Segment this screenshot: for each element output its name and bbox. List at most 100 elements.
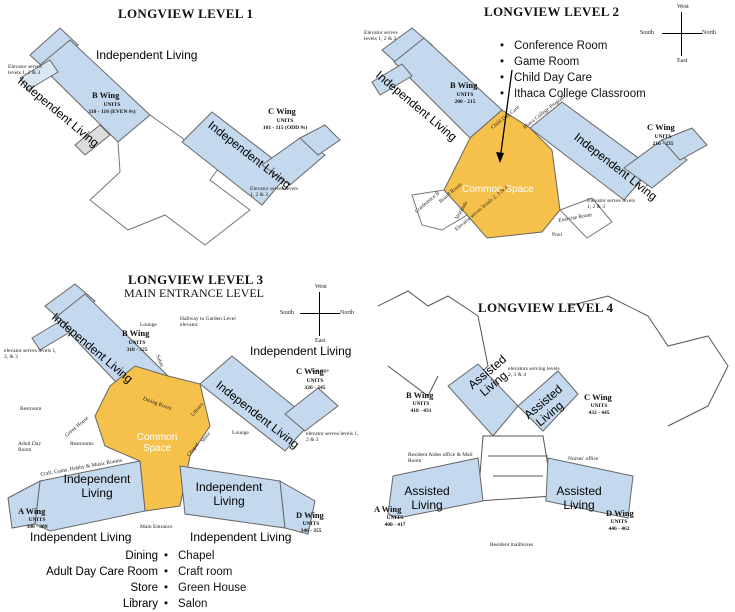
level-3-b-lounge: Lounge — [140, 322, 157, 328]
level-3-d-wing-shape — [179, 465, 316, 535]
level-4-outer-outline — [377, 290, 729, 427]
level-2-elevator-c-label: Elevator serves levels 1, 2 & 3 — [587, 198, 635, 210]
level-3-a-wing-independent-living-label: Independent Living — [63, 472, 131, 500]
level-4-a-wing-assisted-living-label: Assisted Living — [404, 484, 450, 512]
level-2-b-wing-name: B Wing — [450, 80, 478, 90]
level-4-elevators-label: elevators serving levels 2, 3 & 4 — [508, 366, 560, 378]
level-4-center-block — [477, 435, 554, 502]
level-4-a-wing-shape — [387, 457, 484, 519]
level-3-left-list: Dining Adult Day Care Room Store Library — [40, 548, 158, 612]
level-1-elevator-c-label: Elevator serves levels 1, 2 & 3 — [250, 186, 298, 198]
level-2-elevator-b-label: Elevator serves levels 1, 2 & 3 — [364, 30, 398, 42]
level-2-amenity: Game Room — [498, 54, 646, 70]
level-2-compass-south: South — [640, 30, 655, 36]
level-2-common-space-label: Common Space — [462, 184, 534, 195]
level-1-elevator-b-label: Elevator serves levels 1, 2 & 3 — [8, 64, 42, 76]
level-3-left-item: Dining — [125, 550, 158, 562]
level-2-arrowhead — [496, 152, 504, 163]
level-1-b-wing-shape — [19, 27, 151, 156]
level-3-adult-day-label: Adult Day Room — [18, 441, 42, 453]
level-1-b-wing-name: B Wing — [92, 90, 120, 100]
level-2-floorplan — [371, 27, 708, 239]
level-3-right-list: Chapel Craft room Green House Salon — [162, 548, 246, 612]
level-2-b-wing-units: UNITS 200 - 215 — [454, 92, 476, 105]
level-4-title: LONGVIEW LEVEL 4 — [478, 300, 614, 315]
level-2-compass-north: North — [702, 30, 716, 36]
level-1-floorplan — [19, 27, 341, 246]
level-2-c-wing-shape — [529, 101, 708, 201]
level-4-c-wing-units: UNITS 432 - 445 — [588, 403, 610, 416]
level-3-compass-north: North — [340, 310, 354, 316]
level-3-a-wing-independent-living-below: Independent Living — [30, 530, 132, 544]
level-3-left-item: Store — [130, 582, 159, 594]
level-2-amenity: Ithaca College Classroom — [498, 86, 646, 102]
level-3-map: LONGVIEW LEVEL 3 MAIN ENTRANCE LEVEL Wes… — [0, 266, 367, 612]
level-3-left-item: Adult Day Care Room — [46, 566, 158, 578]
level-3-right-item: Green House — [162, 580, 246, 596]
level-3-b-wing-units: UNITS 310 - 325 — [126, 340, 148, 353]
level-3-d-wing-independent-living-below: Independent Living — [190, 530, 292, 544]
level-3-c-wing-name: C Wing — [296, 366, 324, 376]
level-4-floorplan — [377, 290, 729, 519]
level-3-mid-lounge: Lounge — [232, 430, 249, 436]
level-2-c-wing-name: C Wing — [647, 122, 675, 132]
level-2-lower-outline — [411, 189, 613, 239]
level-2-map: LONGVIEW LEVEL 2 West East South North C… — [362, 0, 735, 265]
level-2-compass: West East South North — [640, 4, 716, 64]
level-4-b-wing-name: B Wing — [406, 390, 434, 400]
level-3-elevator-b-label: elevator serves levels 1, 2, & 3 — [4, 348, 57, 360]
level-3-compass: West East South North — [280, 284, 354, 344]
level-3-compass-east: East — [315, 338, 326, 344]
level-3-a-wing-units: UNITS 300 - 309 — [26, 517, 48, 530]
level-1-title: LONGVIEW LEVEL 1 — [118, 6, 254, 21]
level-4-a-wing-units: UNITS 400 - 417 — [384, 515, 406, 528]
level-3-a-wing-shape — [7, 460, 146, 532]
level-4-d-wing-units: UNITS 446 - 462 — [608, 519, 630, 532]
level-3-b-wing-name: B Wing — [122, 328, 150, 338]
level-3-floorplan — [7, 283, 339, 535]
level-1-map: LONGVIEW LEVEL 1 Independent Living Inde… — [0, 0, 360, 265]
level-4-mailboxes-label: Resident mailboxes — [490, 542, 534, 548]
level-4-b-wing-units: UNITS 418 - 431 — [410, 401, 432, 414]
level-4-map: LONGVIEW LEVEL 4 Assisted Living Assiste… — [368, 286, 735, 586]
level-3-c-wing-independent-living-top-label: Independent Living — [250, 344, 352, 358]
level-2-amenity: Child Day Care — [498, 70, 646, 86]
level-3-elevator-c-label: elevator serves levels 1, 2 & 3 — [306, 431, 359, 443]
level-4-nurses-office-label: Nurses' office — [568, 456, 599, 462]
level-4-resident-aides-label: Resident Aides office & Mail Room — [408, 452, 473, 464]
level-4-a-wing-name: A Wing — [374, 504, 402, 514]
level-4-d-wing-assisted-living-label: Assisted Living — [556, 484, 602, 512]
level-3-compass-south: South — [280, 310, 295, 316]
level-3-c-lounge: Lounge — [312, 368, 329, 374]
level-4-d-wing-shape — [545, 457, 634, 519]
level-1-independent-living-label: Independent Living — [96, 48, 198, 62]
level-3-restrooms-label: Restrooms — [70, 441, 94, 447]
level-3-a-wing-name: A Wing — [18, 506, 46, 516]
level-3-c-wing-shape — [199, 355, 339, 452]
level-3-common-space-label: Common Space — [136, 432, 178, 454]
level-3-title: LONGVIEW LEVEL 3 — [128, 272, 264, 287]
level-3-compass-west: West — [315, 284, 327, 290]
level-3-subtitle: MAIN ENTRANCE LEVEL — [124, 286, 264, 300]
level-3-hallway-label: Hallway to Garden Level elevator — [180, 316, 236, 328]
level-1-c-wing-name: C Wing — [268, 106, 296, 116]
level-2-title: LONGVIEW LEVEL 2 — [484, 4, 620, 19]
level-2-compass-west: West — [677, 4, 689, 10]
level-2-amenities-list: Conference Room Game Room Child Day Care… — [498, 38, 646, 102]
level-2-amenity: Conference Room — [498, 38, 646, 54]
level-4-d-wing-name: D Wing — [606, 508, 634, 518]
level-3-c-wing-units: UNITS 326 - 345 — [304, 378, 326, 391]
level-1-c-wing-units: UNITS 101 - 115 (ODD #s) — [262, 118, 308, 131]
level-3-left-item: Library — [122, 598, 158, 610]
level-1-b-wing-units: UNITS 110 - 116 (EVEN #s) — [88, 102, 136, 115]
level-3-d-wing-name: D Wing — [296, 510, 324, 520]
level-3-restroom-label: Restroom — [20, 406, 42, 412]
level-3-main-entrance-label: Main Entrance — [140, 524, 173, 530]
level-3-right-item: Chapel — [162, 548, 246, 564]
level-3-d-wing-independent-living-label: Independent Living — [195, 480, 263, 508]
level-3-right-item: Craft room — [162, 564, 246, 580]
level-3-d-wing-units: UNITS 346 - 355 — [300, 521, 322, 534]
level-4-c-wing-shape — [517, 370, 579, 432]
level-3-right-item: Salon — [162, 596, 246, 612]
level-2-compass-east: East — [677, 58, 688, 64]
